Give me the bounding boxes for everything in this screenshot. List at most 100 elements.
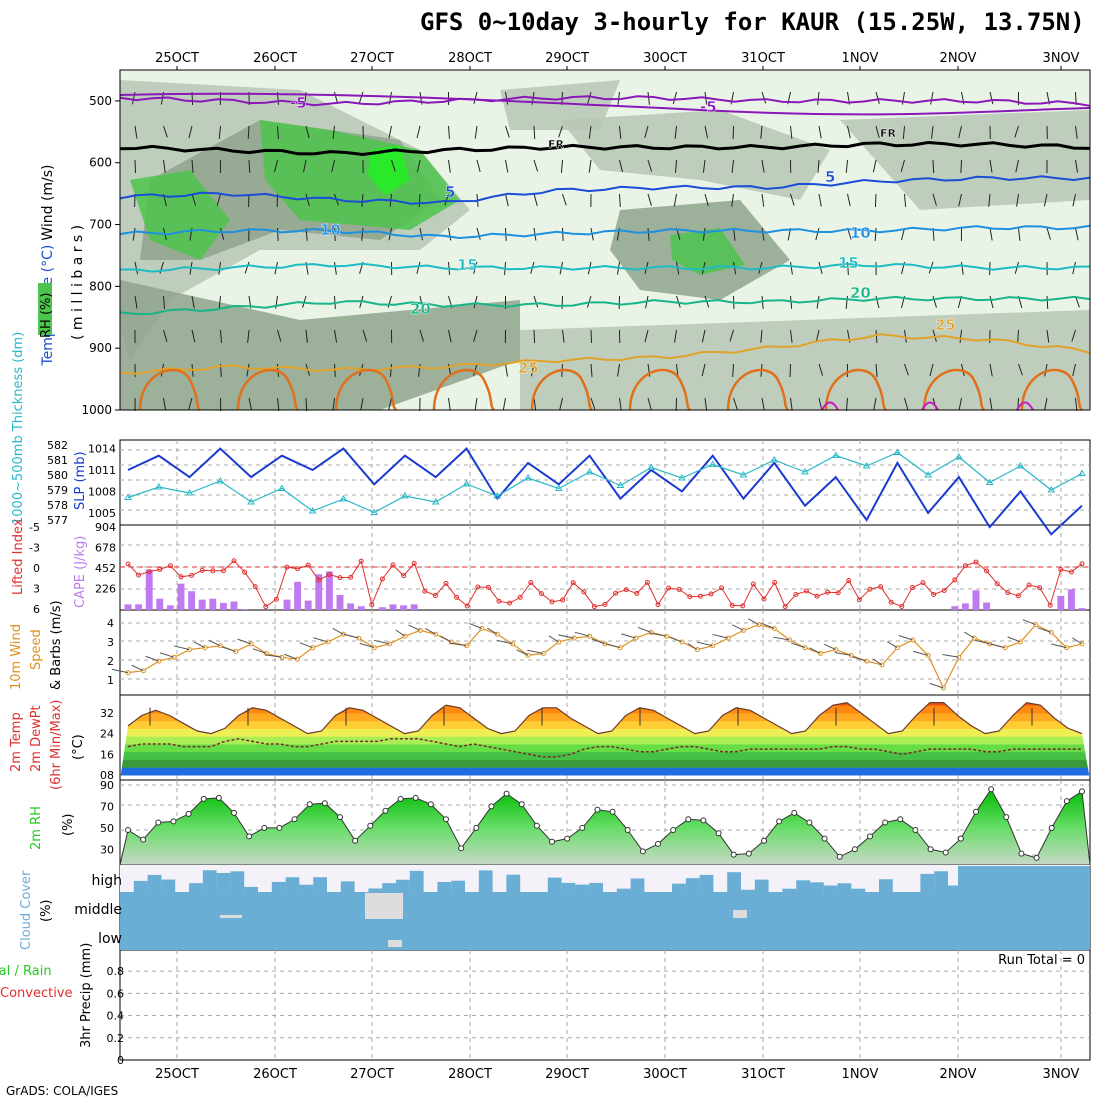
wind-barb	[395, 629, 406, 637]
wind-barb	[574, 631, 590, 637]
wind-barb	[637, 626, 652, 633]
wind-barb	[1072, 261, 1076, 275]
wind-barb	[1071, 329, 1076, 342]
li-point	[390, 562, 396, 568]
wind-barb	[874, 227, 877, 241]
cape-bar	[166, 605, 174, 610]
top-date-label: 28OCT	[448, 51, 492, 66]
cape-tick: 904	[95, 521, 116, 534]
cloud-high	[409, 870, 424, 892]
wind-barb	[218, 261, 221, 275]
wind-barb	[163, 329, 168, 342]
pressure-tick: 800	[89, 279, 112, 293]
cape-bar	[1057, 595, 1065, 610]
isotherm-30	[922, 368, 985, 411]
wind-barb	[505, 91, 509, 105]
li-point	[432, 593, 438, 599]
thickness-point	[339, 495, 348, 502]
thickness-point	[154, 483, 163, 490]
thickness-point	[616, 481, 625, 488]
wind-barb	[505, 125, 510, 138]
precip-tick: 0.4	[107, 1010, 125, 1023]
li-point	[125, 561, 131, 567]
wind-barb	[815, 227, 820, 241]
wind-barb	[675, 159, 677, 173]
wind-barb	[303, 159, 307, 173]
rh-shade	[500, 80, 620, 130]
thickness-point	[493, 492, 502, 499]
wind-barb	[898, 634, 913, 641]
li-point	[136, 572, 142, 578]
li-point	[962, 563, 968, 569]
wind-barb	[847, 193, 851, 207]
wind-barb	[1014, 125, 1019, 138]
wind-barb	[872, 159, 877, 173]
rh-point	[579, 824, 586, 831]
cape-bar	[124, 604, 132, 610]
li-point	[994, 581, 1000, 587]
isotherm--5	[119, 95, 1091, 107]
li-point	[772, 580, 778, 586]
cape-bar	[325, 571, 333, 610]
rh-point	[761, 837, 767, 844]
wind-barb	[343, 633, 359, 639]
wind-barb	[305, 125, 310, 139]
wind-barb	[845, 295, 848, 309]
rh-point	[639, 848, 646, 855]
cape-bar	[219, 602, 227, 610]
li-point	[782, 604, 788, 610]
wind-barb	[932, 159, 935, 173]
cloud-high	[506, 874, 521, 892]
wind-barb	[416, 159, 421, 173]
wind-barb	[887, 641, 898, 649]
rh-shade	[840, 110, 1090, 210]
wind-barb	[191, 329, 196, 343]
wind-barb	[305, 329, 308, 343]
wind-barb	[533, 159, 539, 172]
ylabel-precip1: Total / Rain	[0, 964, 52, 979]
wind-barb	[221, 646, 236, 653]
li-tick: -5	[29, 521, 40, 534]
rh-tick: 30	[100, 843, 114, 856]
rh-point	[988, 786, 995, 793]
panel-frame	[119, 439, 1091, 526]
wind-barb	[246, 363, 250, 377]
li-point	[846, 577, 852, 583]
li-line	[127, 559, 1083, 608]
wind-barb	[818, 125, 822, 139]
wind-barb	[701, 363, 706, 377]
thickness-tick: 581	[47, 454, 68, 467]
wind-barb	[590, 329, 593, 343]
wind-barb	[845, 397, 848, 411]
cloud-gap	[365, 893, 403, 919]
wind-barb	[904, 363, 909, 376]
wind-barb	[989, 363, 993, 377]
cloud-tick: middle	[74, 902, 122, 918]
bottom-date-label: 3NOV	[1043, 1067, 1080, 1082]
wind-barb	[334, 363, 336, 377]
isotherm-30	[1020, 368, 1083, 411]
wind-barb	[562, 329, 565, 343]
panel-frame	[119, 949, 1091, 1061]
rh-point	[488, 803, 495, 810]
wind-barb	[674, 329, 677, 343]
wind-barb	[875, 295, 880, 309]
thickness-point	[924, 471, 933, 478]
cloud-high	[727, 872, 741, 892]
cape-bar	[188, 591, 196, 610]
wind-barb	[647, 397, 652, 410]
wind-barb	[760, 329, 763, 343]
wind-barb	[473, 329, 478, 342]
wind-barb	[731, 193, 734, 207]
wind-barb	[1046, 295, 1049, 309]
rh-point	[791, 809, 798, 816]
li-point	[655, 602, 661, 608]
rh-point	[397, 795, 404, 802]
cloud-high	[851, 888, 866, 892]
cloud-high	[879, 879, 893, 892]
rh-point	[215, 794, 222, 801]
wind-barb	[823, 643, 837, 651]
rh-point	[291, 816, 298, 823]
cloud-high	[672, 883, 686, 892]
cape-bar	[177, 583, 185, 610]
